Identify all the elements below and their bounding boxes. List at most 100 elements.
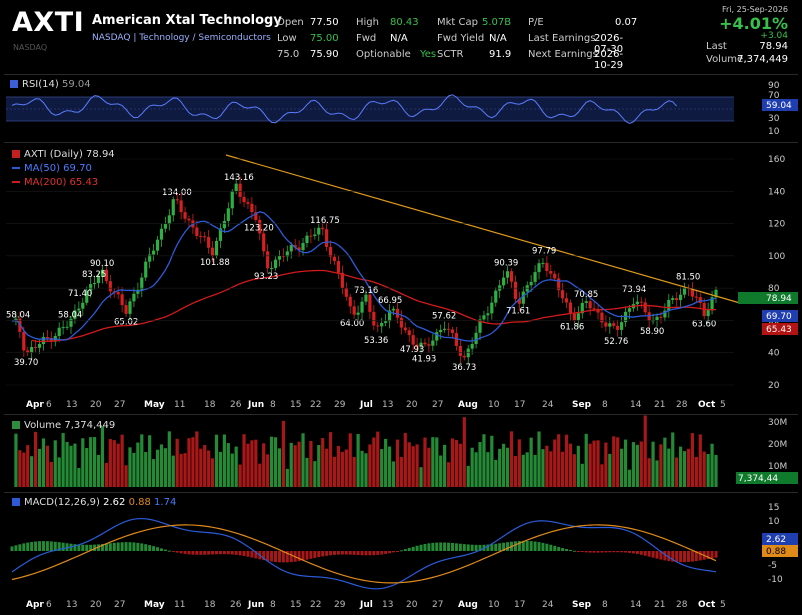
macd-hist-bar — [120, 542, 124, 551]
volume-bar — [631, 442, 636, 487]
macd-hist-bar — [407, 547, 411, 551]
price-y-axis: 16014012010080604020 — [6, 155, 785, 391]
candle-body — [572, 313, 577, 321]
candle-body — [364, 294, 368, 302]
x-axis-label: 26 — [230, 400, 242, 410]
candle-body — [450, 329, 455, 334]
candle-body — [376, 325, 380, 327]
volume-bar — [92, 437, 97, 487]
macd-hist-bar — [246, 551, 250, 557]
price-annotation: 58.04 — [6, 311, 30, 321]
candle-body — [69, 318, 73, 327]
volume-bar — [596, 440, 600, 487]
volume-bar — [85, 448, 89, 487]
volume-bar — [89, 437, 93, 487]
macd-hist-bar — [584, 551, 588, 553]
x-axis-label: 22 — [310, 600, 321, 610]
macd-hist-bar — [643, 551, 647, 556]
price-annotation: 41.93 — [412, 355, 436, 365]
volume-bar — [576, 445, 580, 487]
macd-hist-bar — [490, 544, 494, 551]
candle-body — [238, 183, 242, 197]
volume-bar — [521, 454, 525, 487]
candle-body — [694, 296, 698, 298]
price-annotation: 73.16 — [354, 286, 378, 296]
volume-bar — [513, 456, 518, 487]
price-annotation: 83.25 — [82, 270, 106, 280]
candle-body — [289, 245, 293, 252]
candle-body — [419, 342, 423, 347]
macd-hist-bar — [576, 551, 580, 552]
candle-body — [592, 308, 596, 310]
ma200-badge — [762, 323, 798, 335]
macd-hist-bar — [266, 551, 270, 561]
stat-mktcap: Mkt Cap 5.07B — [437, 17, 512, 28]
macd-tick: -10 — [768, 575, 783, 585]
macd-hist-bar — [108, 543, 112, 551]
candle-body — [352, 306, 356, 315]
volume-bar — [667, 448, 671, 487]
candle-body — [222, 220, 226, 229]
volume-bar — [325, 448, 329, 487]
candle-body — [387, 310, 392, 322]
volume-bar — [663, 437, 667, 487]
volume-bar — [419, 467, 423, 487]
candle-body — [698, 297, 702, 303]
candle-body — [639, 301, 643, 303]
candle-body — [576, 313, 580, 321]
macd-hist-bar — [97, 544, 101, 551]
candle-body — [230, 191, 234, 209]
candle-body — [30, 347, 34, 353]
macd-hist-bar — [226, 551, 230, 555]
volume-bar — [352, 456, 356, 487]
candle-body — [435, 332, 439, 341]
macd-hist-bar — [454, 543, 458, 551]
candle-body — [281, 255, 285, 257]
volume-bar — [592, 440, 596, 487]
volume-bar — [175, 438, 179, 487]
rsi-tick: 70 — [768, 91, 780, 101]
volume-badge-text: 7,374,44 — [738, 474, 778, 484]
candle-body — [144, 261, 148, 278]
volume-bar — [41, 438, 46, 487]
price-annotation: 52.76 — [604, 337, 628, 347]
candle-body — [470, 343, 474, 349]
candle-body — [155, 239, 160, 251]
volume-bar — [289, 442, 293, 487]
macd-hist-bar — [513, 541, 517, 551]
candle-body — [391, 308, 396, 311]
macd-hist-bar — [152, 546, 156, 551]
volume-bar — [557, 434, 561, 487]
macd-hist-bar — [124, 542, 128, 551]
x-axis-label: 22 — [310, 400, 321, 410]
volume-bar — [529, 437, 533, 487]
volume-bar — [427, 447, 431, 487]
volume-bar — [100, 426, 105, 487]
candle-body — [545, 262, 549, 272]
candle-body — [175, 199, 179, 201]
candle-body — [415, 344, 419, 347]
x-axis-label: Jun — [247, 600, 264, 610]
macd-hist-bar — [313, 551, 317, 558]
macd-hist-bar — [30, 541, 34, 551]
candle-body — [258, 220, 262, 234]
candle-body — [635, 301, 639, 305]
candle-body — [120, 294, 124, 306]
macd-hist-bar — [580, 551, 584, 552]
candle-body — [273, 259, 278, 268]
volume-bar — [671, 432, 675, 487]
candle-body — [407, 330, 411, 336]
sector-link[interactable]: NASDAQ | Technology / Semiconductors — [92, 33, 271, 43]
macd-hist-bar — [49, 541, 53, 551]
volume-bar — [537, 431, 541, 487]
volume-bar — [57, 457, 61, 487]
macd-hist-bar — [395, 551, 399, 552]
macd-hist-bar — [368, 551, 372, 556]
x-axis-label: 6 — [46, 600, 52, 610]
candle-body — [655, 316, 659, 321]
candle-body — [714, 289, 718, 298]
macd-hist-bar — [655, 551, 659, 559]
candle-body — [167, 215, 171, 225]
price-annotation: 63.60 — [692, 320, 716, 330]
last-label: Last — [706, 41, 727, 52]
